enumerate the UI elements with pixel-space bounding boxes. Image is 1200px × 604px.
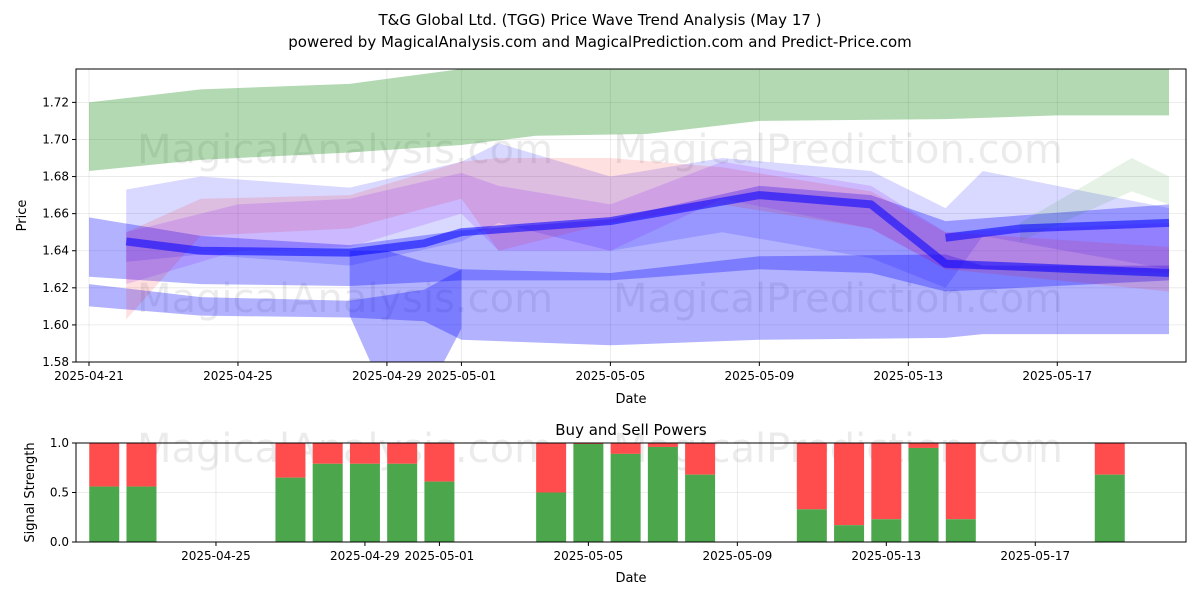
x-tick-label: 2025-05-17 <box>1000 549 1070 563</box>
buy-bar <box>349 463 380 542</box>
sell-bar <box>871 443 902 520</box>
price-band <box>349 250 462 362</box>
y-tick-label: 1.72 <box>42 95 69 109</box>
x-tick-label: 2025-05-01 <box>427 369 497 383</box>
buy-bar <box>945 519 976 542</box>
price-band <box>89 185 1169 292</box>
sell-bar <box>945 443 976 520</box>
buy-bar <box>908 447 939 542</box>
x-tick-label: 2025-05-09 <box>724 369 794 383</box>
signal-chart-title: Buy and Sell Powers <box>555 421 707 439</box>
sell-bar <box>387 443 418 464</box>
buy-bar <box>126 486 157 542</box>
buy-bar <box>275 477 306 542</box>
price-band <box>126 158 1170 320</box>
trend-line <box>945 218 1170 242</box>
y-tick-label: 1.70 <box>42 132 69 146</box>
y-axis-label: Signal Strength <box>23 442 38 542</box>
sell-bar <box>647 443 678 447</box>
x-axis-label: Date <box>615 571 646 586</box>
price-band <box>89 69 1169 171</box>
buy-bar <box>312 463 343 542</box>
sell-bar <box>349 443 380 464</box>
x-tick-label: 2025-04-25 <box>203 369 273 383</box>
watermark-text: MagicalPrediction.com <box>613 127 1063 173</box>
y-tick-label: 1.68 <box>42 170 69 184</box>
buy-bar <box>871 519 902 542</box>
sell-bar <box>312 443 343 464</box>
sell-bar <box>424 443 455 482</box>
y-tick-label: 1.0 <box>50 436 69 450</box>
sell-bar <box>685 443 716 475</box>
y-axis-label: Price <box>15 200 30 232</box>
buy-bar <box>536 492 567 542</box>
x-tick-label: 2025-04-29 <box>352 369 422 383</box>
x-tick-label: 2025-04-29 <box>330 549 400 563</box>
x-tick-label: 2025-05-05 <box>554 549 624 563</box>
x-tick-label: 2025-05-13 <box>851 549 921 563</box>
sell-bar <box>610 443 641 454</box>
buy-bar <box>685 474 716 542</box>
watermark-text: MagicalAnalysis.com <box>137 276 553 322</box>
sell-bar <box>796 443 827 510</box>
y-tick-label: 1.58 <box>42 355 69 369</box>
x-tick-label: 2025-05-13 <box>873 369 943 383</box>
watermark-text: MagicalPrediction.com <box>613 276 1063 322</box>
y-tick-label: 1.60 <box>42 318 69 332</box>
x-tick-label: 2025-04-21 <box>54 369 124 383</box>
x-axis-label: Date <box>615 392 646 407</box>
y-tick-label: 0.0 <box>50 535 69 549</box>
sell-bar <box>1094 443 1125 475</box>
chart-title: T&G Global Ltd. (TGG) Price Wave Trend A… <box>377 11 821 29</box>
x-tick-label: 2025-05-01 <box>405 549 475 563</box>
buy-bar <box>573 443 604 542</box>
buy-bar <box>424 481 455 542</box>
buy-bar <box>610 453 641 542</box>
sell-bar <box>536 443 567 493</box>
plot-area <box>89 69 1170 362</box>
price-chart-panel: MagicalAnalysis.com MagicalPrediction.com… <box>15 68 1187 407</box>
x-tick-label: 2025-05-17 <box>1022 369 1092 383</box>
buy-bar <box>387 463 418 542</box>
x-tick-label: 2025-04-25 <box>181 549 251 563</box>
buy-bar <box>89 486 120 542</box>
sell-bar <box>908 443 939 448</box>
trend-line <box>125 191 1170 277</box>
price-band <box>126 161 1170 285</box>
plot-frame <box>75 68 1187 363</box>
y-tick-label: 1.62 <box>42 281 69 295</box>
sell-bar <box>126 443 157 487</box>
price-band <box>1020 158 1169 242</box>
chart-subtitle: powered by MagicalAnalysis.com and Magic… <box>288 33 912 51</box>
buy-bar <box>1094 474 1125 542</box>
watermark-text: MagicalAnalysis.com <box>137 127 553 173</box>
sell-bar <box>834 443 865 526</box>
x-tick-label: 2025-05-09 <box>702 549 772 563</box>
sell-bar <box>89 443 120 487</box>
x-tick-label: 2025-05-05 <box>576 369 646 383</box>
signal-chart-panel: MagicalAnalysis.comMagicalPrediction.com… <box>23 421 1187 586</box>
sell-bar <box>275 443 306 478</box>
buy-bar <box>834 525 865 542</box>
buy-bar <box>647 446 678 542</box>
price-band <box>89 254 1169 346</box>
y-tick-label: 0.5 <box>50 486 69 500</box>
y-tick-label: 1.66 <box>42 207 69 221</box>
buy-bar <box>796 509 827 542</box>
watermark-text: MagicalAnalysis.com <box>137 426 553 472</box>
y-tick-label: 1.64 <box>42 244 69 258</box>
